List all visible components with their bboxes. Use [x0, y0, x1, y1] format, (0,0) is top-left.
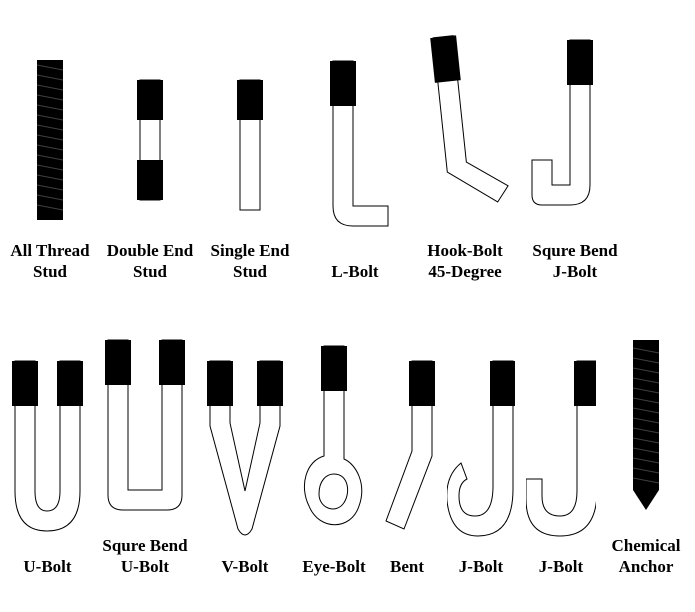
label-chemical-anchor: Chemical Anchor [612, 535, 681, 578]
u-bolt-icon [5, 351, 90, 546]
label-l-bolt: L-Bolt [331, 261, 378, 282]
label-bent: Bent [390, 556, 424, 577]
label-single-end-stud: Single End Stud [211, 240, 290, 283]
v-bolt-icon [200, 351, 290, 546]
label-u-bolt: U-Bolt [23, 556, 71, 577]
square-bend-u-bolt-icon [100, 330, 190, 525]
eye-bolt-icon [301, 336, 367, 546]
label-double-end-stud: Double End Stud [107, 240, 193, 283]
label-j-bolt: J-Bolt [539, 556, 583, 577]
square-bend-j-bolt-icon [530, 30, 620, 230]
item-bent: Bent [373, 351, 441, 577]
chemical-anchor-icon [626, 330, 666, 525]
all-thread-stud-icon [30, 50, 70, 230]
item-hook-bolt-45: Hook-Bolt 45-Degree [410, 30, 520, 283]
item-j-bolt: J-Bolt [521, 351, 601, 577]
label-square-bend-j: Squre Bend J-Bolt [532, 240, 617, 283]
label-square-bend-u: Squre Bend U-Bolt [102, 535, 187, 578]
item-all-thread-stud: All Thread Stud [0, 50, 100, 283]
double-end-stud-icon [130, 50, 170, 230]
item-double-end-stud: Double End Stud [100, 50, 200, 283]
item-square-bend-j: Squre Bend J-Bolt [520, 30, 630, 283]
single-end-stud-icon [230, 50, 270, 230]
item-l-bolt: L-Bolt [300, 51, 410, 282]
item-square-bend-u: Squre Bend U-Bolt [95, 330, 195, 578]
item-v-bolt: V-Bolt [195, 351, 295, 577]
j-bolt-hook-icon [447, 351, 515, 546]
item-chemical-anchor: Chemical Anchor [601, 330, 691, 578]
l-bolt-icon [310, 51, 400, 251]
item-eye-bolt: Eye-Bolt [295, 336, 373, 577]
hook-bolt-45-icon [420, 30, 510, 230]
label-v-bolt: V-Bolt [222, 556, 269, 577]
item-j-bolt-hook: J-Bolt [441, 351, 521, 577]
bolt-row-2: U-Bolt Squre Bend U-Bolt V-Bolt Eye-Bolt… [0, 330, 695, 578]
bolt-row-1: All Thread Stud Double End Stud Single E… [0, 30, 695, 283]
label-eye-bolt: Eye-Bolt [302, 556, 365, 577]
label-j-bolt-hook: J-Bolt [459, 556, 503, 577]
bent-icon [378, 351, 436, 546]
label-all-thread-stud: All Thread Stud [10, 240, 89, 283]
item-single-end-stud: Single End Stud [200, 50, 300, 283]
label-hook-bolt-45: Hook-Bolt 45-Degree [427, 240, 503, 283]
j-bolt-icon [526, 351, 596, 546]
item-u-bolt: U-Bolt [0, 351, 95, 577]
